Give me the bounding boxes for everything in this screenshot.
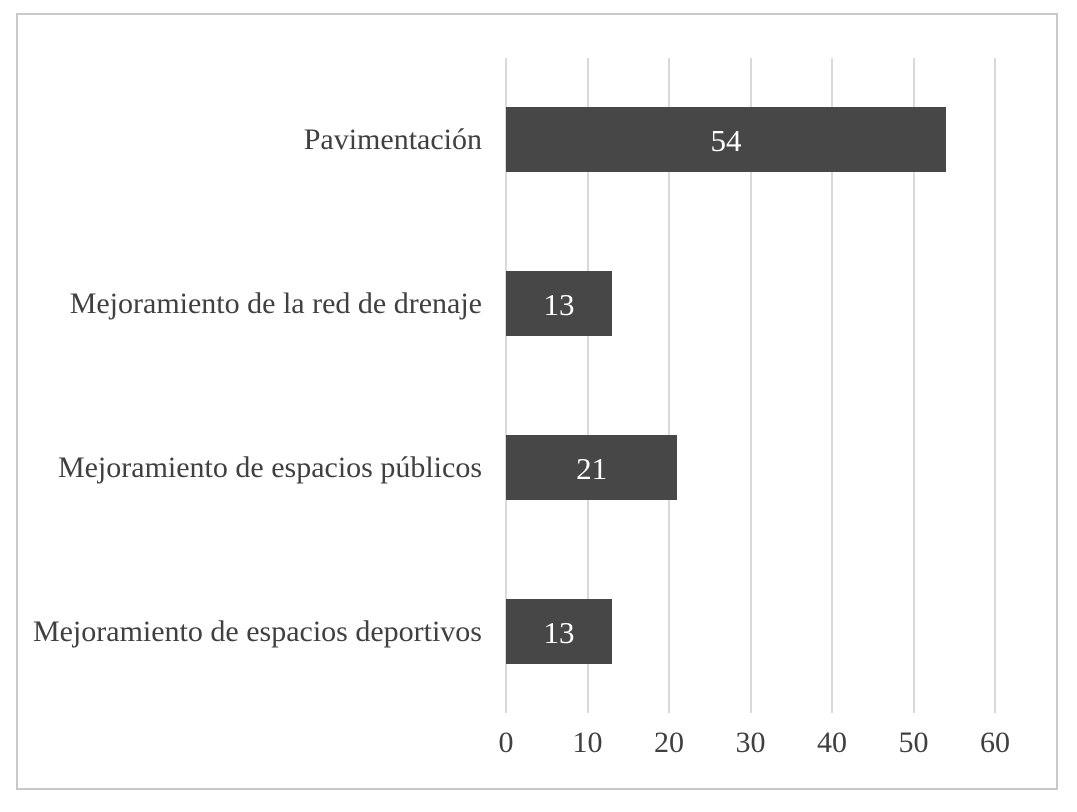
x-tick-label: 0 xyxy=(498,726,514,759)
bar: 13 xyxy=(506,271,612,337)
category-label: Mejoramiento de espacios públicos xyxy=(57,450,482,484)
gridline xyxy=(749,58,752,713)
gridline xyxy=(912,58,915,713)
bar: 13 xyxy=(506,598,612,664)
category-label: Mejoramiento de espacios deportivos xyxy=(32,614,482,648)
bar-value-label: 13 xyxy=(543,614,575,650)
bar-value-label: 13 xyxy=(543,287,575,323)
bar-value-label: 54 xyxy=(710,123,742,159)
gridline xyxy=(586,58,589,713)
x-tick-label: 20 xyxy=(654,726,684,759)
chart-frame: 54 13 21 13 Pavimentación Mejoramiento de la… xyxy=(16,13,1058,790)
x-tick-label: 50 xyxy=(898,726,929,759)
x-tick-label: 60 xyxy=(980,726,1010,759)
gridline xyxy=(668,58,670,713)
gridline xyxy=(505,58,507,713)
bar: 21 xyxy=(506,434,678,500)
x-tick-label: 40 xyxy=(817,726,847,759)
bar-value-label: 21 xyxy=(576,450,608,486)
x-tick-label: 30 xyxy=(735,726,766,759)
category-label: Mejoramiento de la red de drenaje xyxy=(69,287,482,321)
x-tick-label: 10 xyxy=(572,726,603,759)
category-label: Pavimentación xyxy=(303,123,482,157)
bar: 54 xyxy=(506,107,947,173)
gridline xyxy=(994,58,996,713)
gridline xyxy=(831,58,833,713)
